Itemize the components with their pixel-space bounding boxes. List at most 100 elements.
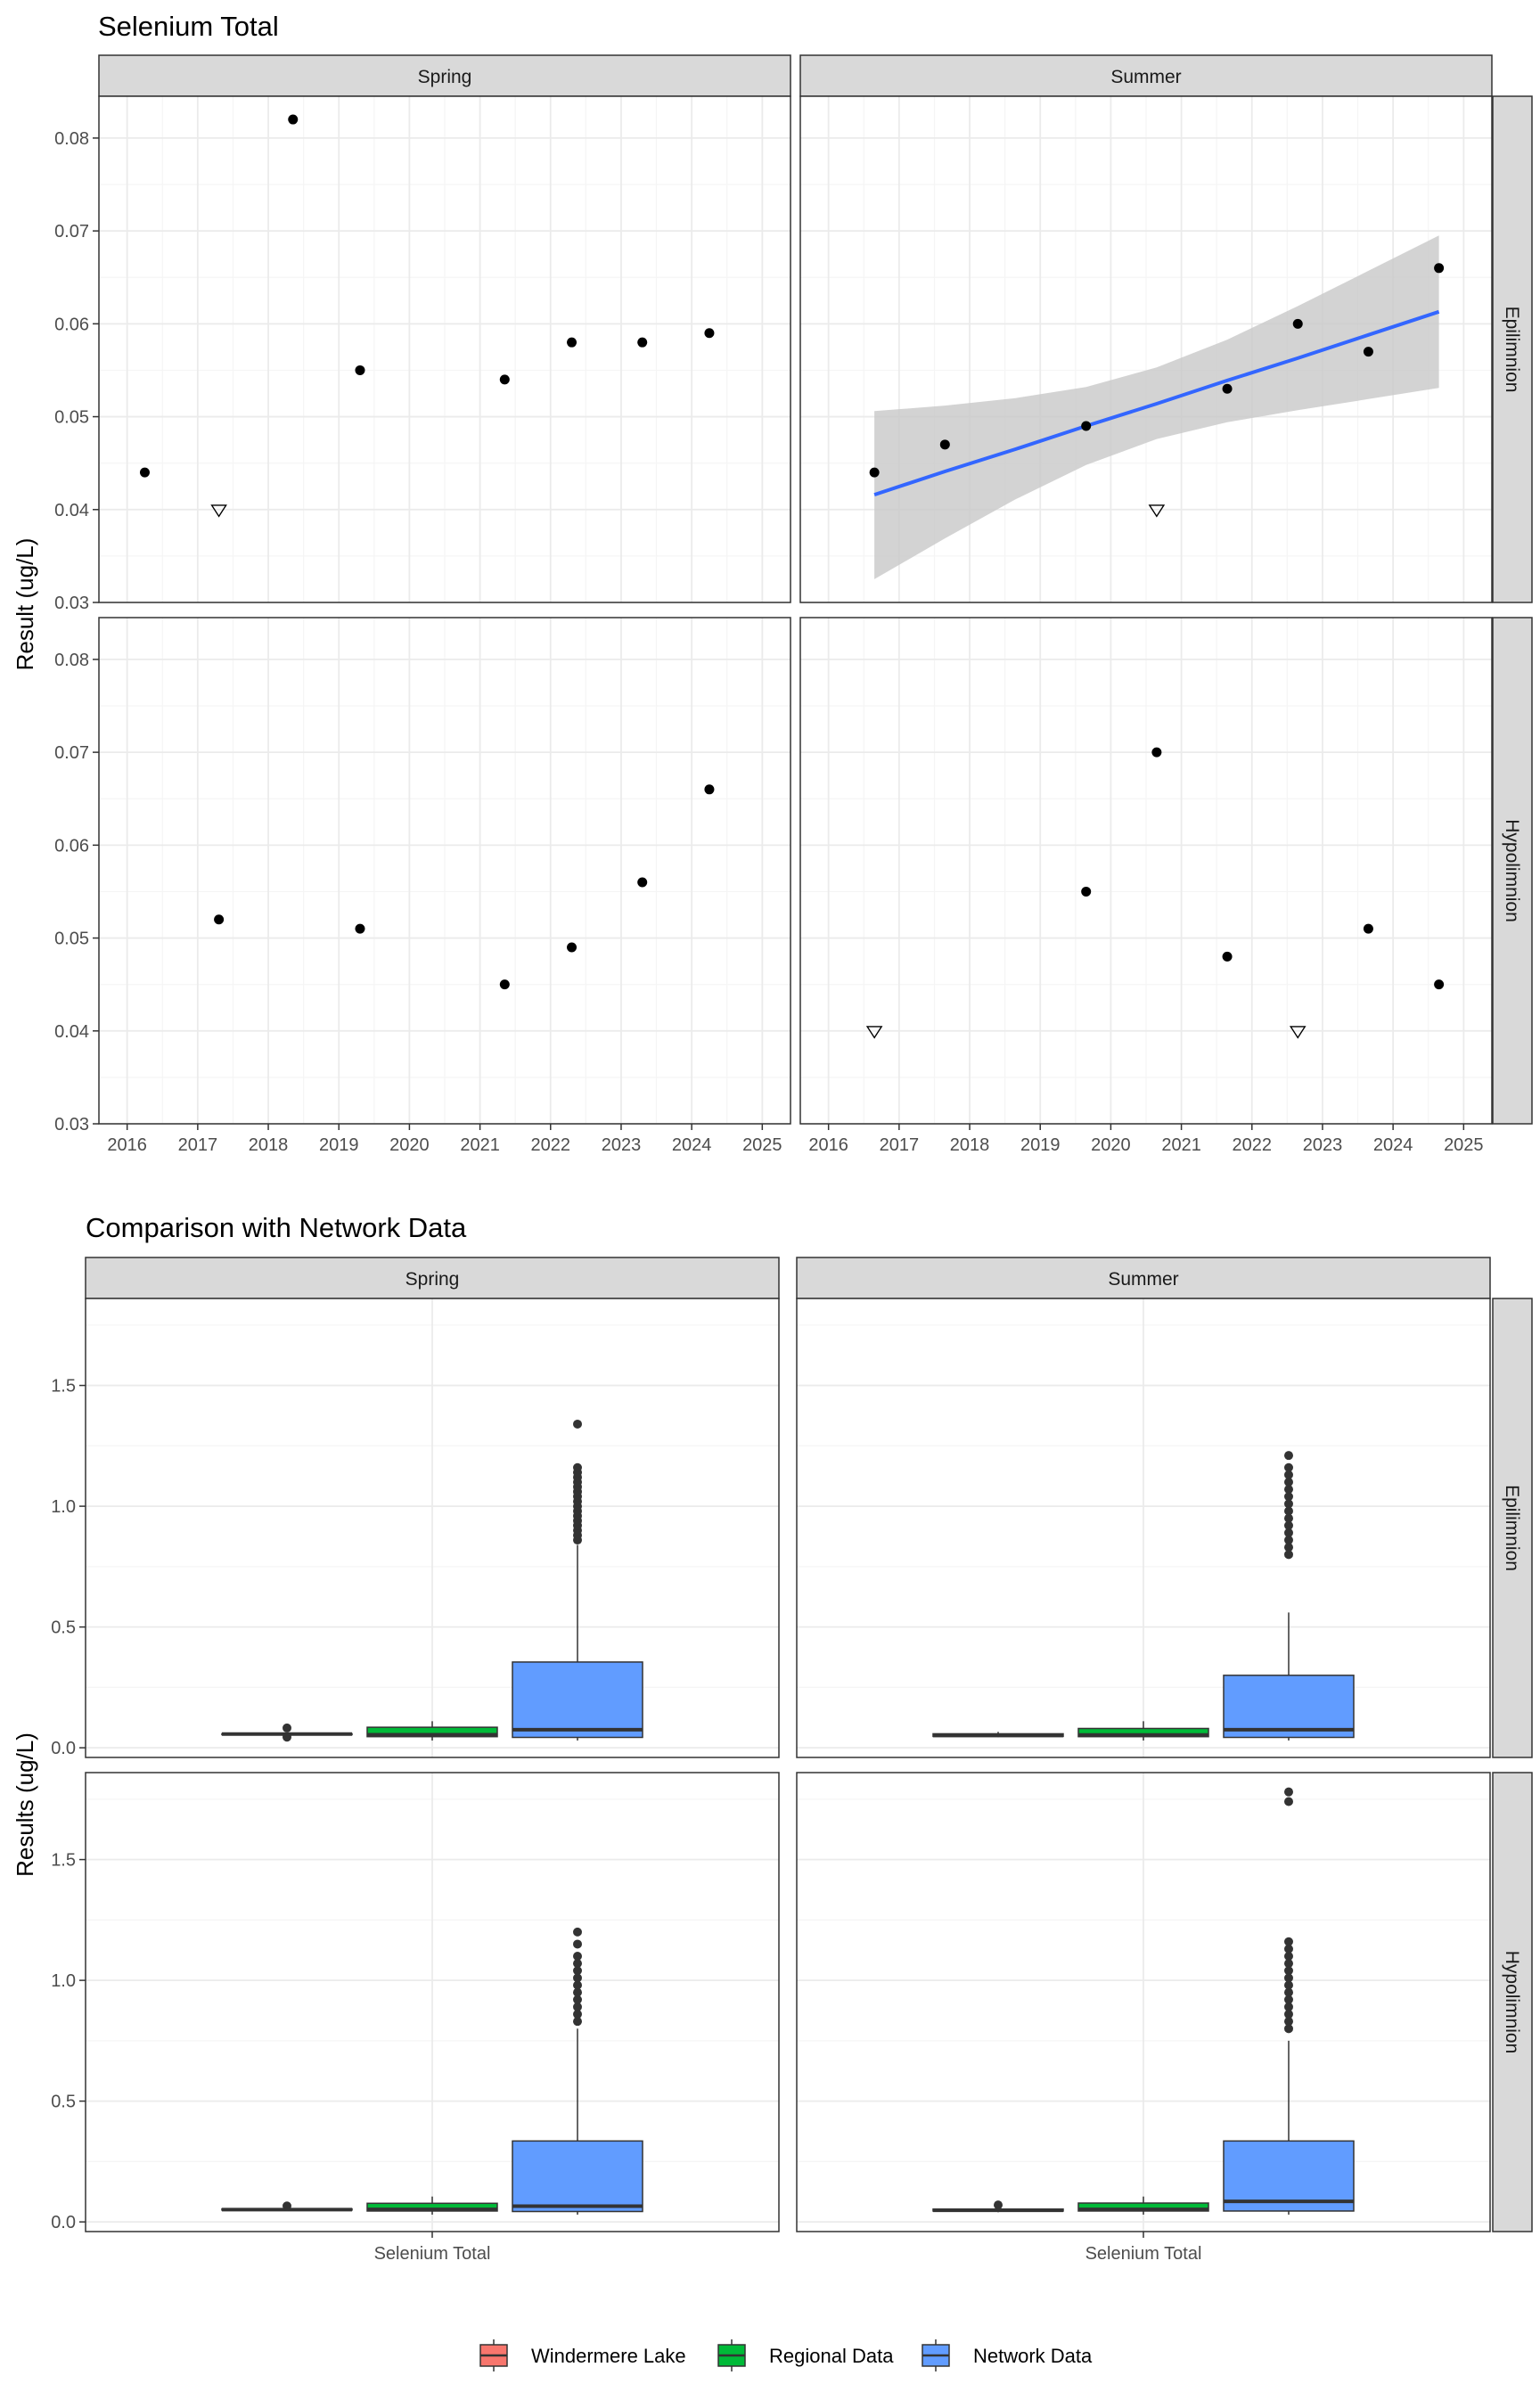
data-point — [1222, 383, 1233, 394]
x-tick-label: 2020 — [389, 1135, 430, 1155]
x-tick-label: Selenium Total — [374, 2244, 491, 2264]
box-outlier — [1284, 1536, 1293, 1545]
legend-label: Network Data — [973, 2345, 1093, 2367]
box-row-label: Hypolimnion — [1502, 1951, 1522, 2054]
box-outlier — [573, 1973, 582, 1983]
box-iqr — [512, 1661, 643, 1739]
data-point — [704, 328, 715, 339]
boxplot-title: Comparison with Network Data — [86, 1212, 467, 1243]
legend-label: Regional Data — [769, 2345, 894, 2367]
data-point — [1363, 923, 1373, 934]
box-outlier — [1284, 1937, 1293, 1946]
box-outlier — [283, 1732, 291, 1742]
x-tick-label: 2018 — [249, 1135, 289, 1155]
x-tick-label: 2017 — [880, 1135, 920, 1155]
x-tick-label: 2022 — [1233, 1135, 1273, 1155]
box-outlier — [1284, 2010, 1293, 2019]
scatter-strip-label: Spring — [418, 67, 472, 87]
non-detect-marker — [210, 504, 227, 518]
y-tick-label: 0.06 — [54, 836, 89, 856]
box-outlier — [1284, 1506, 1293, 1516]
scatter-facet-grid: Spring Summer Epilimnion Hypolimnion 0.03 0.0… — [54, 54, 1533, 1155]
y-tick-label: 0.04 — [54, 501, 89, 520]
box-outlier — [1284, 1987, 1293, 1997]
box-outlier — [573, 1939, 582, 1949]
box-outlier — [994, 2200, 1003, 2210]
x-tick-label: 2025 — [1444, 1135, 1484, 1155]
scatter-title: Selenium Total — [98, 11, 279, 42]
box-outlier — [1284, 1528, 1293, 1537]
y-tick-label: 0.5 — [51, 1618, 76, 1638]
box-outlier — [1284, 1787, 1293, 1797]
scatter-row-label: Epilimnion — [1502, 307, 1522, 393]
scatter-row-label: Hypolimnion — [1502, 819, 1522, 922]
scatter-strip-hypolimnion — [1492, 617, 1533, 1125]
data-point — [288, 114, 299, 125]
box-iqr — [1223, 1675, 1355, 1739]
box-iqr — [512, 2140, 643, 2213]
box-outlier — [573, 1995, 582, 2004]
data-point — [1222, 951, 1233, 962]
boxplot-y-axis-title: Results (ug/L) — [12, 1732, 38, 1877]
data-point — [1363, 347, 1373, 357]
y-tick-label: 0.08 — [54, 651, 89, 670]
data-point — [214, 914, 225, 925]
box-outlier — [573, 2017, 582, 2027]
box-outlier — [1284, 1797, 1293, 1806]
box-windermere-lake — [932, 1732, 1064, 1738]
x-tick-label: 2025 — [742, 1135, 782, 1155]
y-tick-label: 1.5 — [51, 1851, 76, 1871]
trend-line — [873, 309, 1440, 496]
data-point — [567, 942, 578, 953]
data-point — [499, 979, 510, 990]
box-outlier — [573, 2002, 582, 2011]
scatter-strip-spring — [98, 54, 791, 97]
scatter-y-axis-title: Result (ug/L) — [12, 538, 38, 671]
x-tick-label: Selenium Total — [1085, 2244, 1202, 2264]
x-tick-label: 2016 — [808, 1135, 848, 1155]
x-tick-label: 2018 — [950, 1135, 990, 1155]
box-outlier — [573, 1462, 582, 1472]
data-point — [1081, 886, 1092, 897]
box-network-data — [1223, 1451, 1355, 1741]
scatter-strip-label: Summer — [1110, 67, 1181, 87]
data-point — [567, 337, 578, 348]
box-panel-spring-epilimnion: 0.0 0.5 1.0 1.5 — [51, 1298, 780, 1758]
box-panel-summer-epilimnion — [796, 1298, 1491, 1758]
non-detect-marker — [1289, 1026, 1307, 1039]
box-outlier — [1284, 1470, 1293, 1479]
y-tick-label: 0.0 — [51, 1739, 76, 1758]
scatter-panel-summer-hypolimnion: 2016 2017 2018 2019 2020 2021 2022 2023 2024 2025 — [799, 617, 1493, 1155]
box-outlier — [1284, 1513, 1293, 1523]
y-tick-label: 0.5 — [51, 2093, 76, 2112]
panel-border — [799, 95, 1493, 603]
box-outlier — [1284, 1973, 1293, 1983]
box-outlier — [1284, 1462, 1293, 1472]
y-tick-label: 1.0 — [51, 1497, 76, 1517]
box-outlier — [1284, 2024, 1293, 2034]
y-tick-label: 0.0 — [51, 2213, 76, 2232]
box-outlier — [1284, 1451, 1293, 1461]
data-point — [939, 439, 950, 450]
box-strip-epilimnion — [1492, 1298, 1533, 1758]
box-regional-data — [1077, 2196, 1209, 2216]
non-detect-marker — [865, 1026, 883, 1039]
box-strip-summer — [796, 1257, 1491, 1299]
x-tick-label: 2022 — [531, 1135, 571, 1155]
scatter-strip-summer — [799, 54, 1493, 97]
box-outlier — [573, 1959, 582, 1969]
data-point — [637, 337, 648, 348]
box-outlier — [1284, 1995, 1293, 2004]
box-outlier — [1284, 1485, 1293, 1495]
y-tick-label: 0.05 — [54, 408, 89, 428]
data-point — [1081, 421, 1092, 431]
boxplot-facet-grid: Spring Summer Epilimnion Hypolimnion 0.0 0.5 1… — [51, 1257, 1533, 2264]
box-network-data — [1223, 1787, 1355, 2216]
y-tick-label: 0.08 — [54, 129, 89, 149]
data-point — [355, 923, 365, 934]
y-tick-label: 0.03 — [54, 594, 89, 613]
box-outlier — [1284, 1492, 1293, 1502]
box-network-data — [512, 1419, 643, 1741]
panel-border — [98, 95, 791, 603]
